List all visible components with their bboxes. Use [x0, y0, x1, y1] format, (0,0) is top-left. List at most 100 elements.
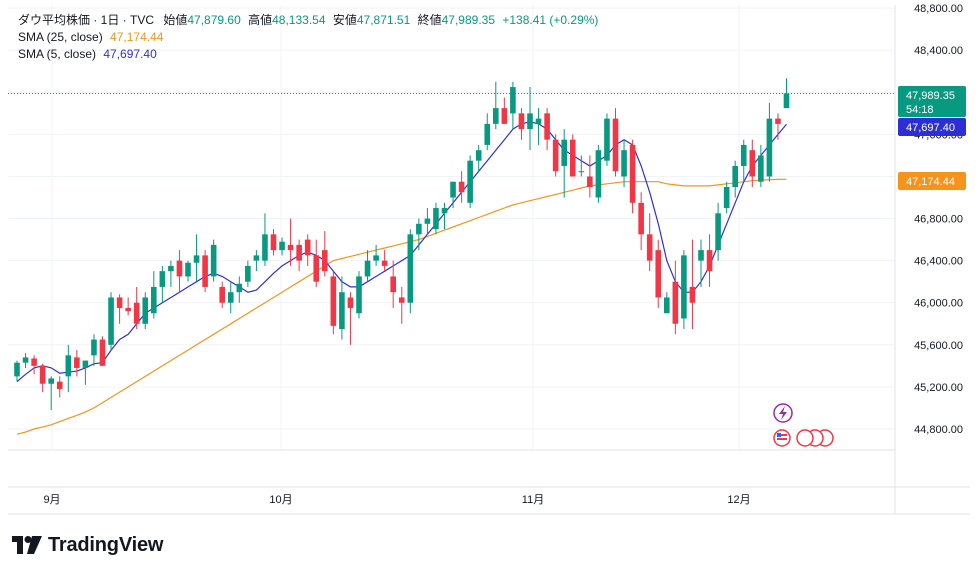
candle-body — [356, 276, 362, 314]
candle-body — [142, 297, 149, 324]
candle-body — [655, 250, 662, 298]
candle-body — [253, 255, 260, 261]
candle-body — [535, 118, 542, 124]
candle-body — [732, 165, 738, 187]
candle-body — [561, 139, 567, 166]
symbol-title[interactable]: ダウ平均株価 · 1日 · TVC — [18, 13, 155, 27]
candle-body — [262, 234, 268, 261]
candle-body — [569, 139, 576, 177]
x-tick-label: 12月 — [727, 494, 750, 506]
sma25-value: 47,174.44 — [110, 30, 164, 44]
candle-body — [151, 286, 157, 314]
y-tick-label: 46,800.00 — [914, 214, 963, 226]
y-tick-label: 48,400.00 — [914, 45, 963, 57]
us-flag-icon[interactable] — [773, 429, 834, 447]
candle-body — [518, 113, 525, 130]
candle-body — [65, 355, 72, 377]
y-tick-label: 44,800.00 — [914, 424, 963, 436]
countdown-tag-value: 54:18 — [906, 104, 934, 116]
candle-body — [193, 255, 200, 263]
candle-body — [527, 113, 533, 130]
y-tick-label: 45,200.00 — [914, 382, 963, 394]
candle-body — [578, 171, 585, 173]
legend-ohlc-row[interactable]: ダウ平均株価 · 1日 · TVC 始値47,879.60 高値48,133.5… — [18, 12, 598, 29]
sma25-line — [16, 178, 787, 435]
open-value: 47,879.60 — [187, 13, 241, 27]
y-tick-label: 46,400.00 — [914, 256, 963, 268]
candle-body — [450, 181, 456, 198]
high-label: 高値 — [248, 13, 273, 27]
sma5-label: SMA (5, close) — [18, 47, 97, 61]
candle-body — [22, 357, 29, 363]
sma5-line — [16, 121, 787, 383]
change-value: +138.41 (+0.29%) — [502, 13, 599, 27]
open-label: 始値 — [163, 13, 188, 27]
close-value: 47,989.35 — [441, 13, 496, 27]
candle-body — [416, 223, 422, 235]
candle-body — [39, 365, 46, 384]
candle-body — [91, 339, 97, 356]
candle-body — [330, 276, 337, 326]
candle-body — [202, 255, 208, 287]
candle-body — [407, 234, 414, 303]
candle-body — [99, 339, 106, 366]
candle-body — [621, 150, 627, 177]
sma25-price-tag — [898, 172, 966, 190]
candle-body — [176, 260, 183, 277]
legend-sma25-row[interactable]: SMA (25, close) 47,174.44 — [18, 29, 598, 46]
candle-body — [493, 108, 499, 124]
candle-body — [364, 260, 371, 277]
candle-body — [133, 302, 140, 324]
sma5-value: 47,697.40 — [103, 47, 157, 61]
candle-body — [672, 281, 679, 324]
candle-body — [339, 292, 345, 330]
price-axis[interactable]: 44,800.00 45,200.00 45,600.00 46,000.00 46,4… — [914, 3, 963, 436]
candle-body — [116, 297, 123, 308]
legend-sma5-row[interactable]: SMA (5, close) 47,697.40 — [18, 46, 598, 63]
sma5-price-tag-value: 47,697.40 — [906, 122, 955, 134]
candle-body — [595, 150, 602, 198]
candle-body — [398, 297, 405, 303]
candle-body — [424, 218, 431, 224]
candle-body — [689, 286, 696, 303]
event-markers[interactable] — [773, 403, 834, 447]
low-label: 安値 — [332, 13, 357, 27]
sma25-label: SMA (25, close) — [18, 30, 103, 44]
candle-body — [706, 250, 713, 272]
low-value: 47,871.51 — [356, 13, 411, 27]
candle-body — [227, 292, 234, 303]
candle-body — [681, 255, 687, 319]
candle-body — [510, 87, 516, 114]
x-tick-label: 9月 — [43, 494, 60, 506]
time-axis[interactable]: 9月 10月 11月 12月 — [43, 494, 750, 506]
candle-body — [245, 265, 251, 282]
last-price-tag-value: 47,989.35 — [906, 90, 955, 102]
candle-body — [544, 113, 550, 140]
candle-body — [758, 155, 764, 182]
candle-body — [304, 239, 311, 256]
price-tags: 47,989.35 54:18 47,697.40 47,174.44 — [898, 86, 966, 190]
candle-body — [236, 283, 243, 293]
y-tick-label: 48,800.00 — [914, 3, 963, 15]
tradingview-logo-icon — [12, 536, 42, 554]
tradingview-logo[interactable]: TradingView — [12, 532, 163, 558]
y-tick-label: 45,600.00 — [914, 340, 963, 352]
candle-body — [484, 123, 491, 145]
candle-body — [14, 362, 20, 377]
candle-body — [775, 118, 781, 124]
candle-body — [287, 244, 294, 251]
candle-body — [159, 271, 166, 287]
candle-body — [552, 139, 559, 172]
candle-body — [629, 144, 636, 203]
brand-name: TradingView — [48, 533, 164, 556]
candle-body — [373, 255, 379, 261]
candle-body — [698, 250, 704, 261]
candle-body — [723, 186, 730, 209]
last-price-tag — [898, 86, 966, 117]
candle-body — [56, 381, 63, 389]
candle-body — [749, 150, 756, 177]
lightning-bolt-glyph — [779, 406, 787, 420]
candle-body — [638, 202, 644, 235]
chart-legend: ダウ平均株価 · 1日 · TVC 始値47,879.60 高値48,133.5… — [18, 12, 598, 63]
